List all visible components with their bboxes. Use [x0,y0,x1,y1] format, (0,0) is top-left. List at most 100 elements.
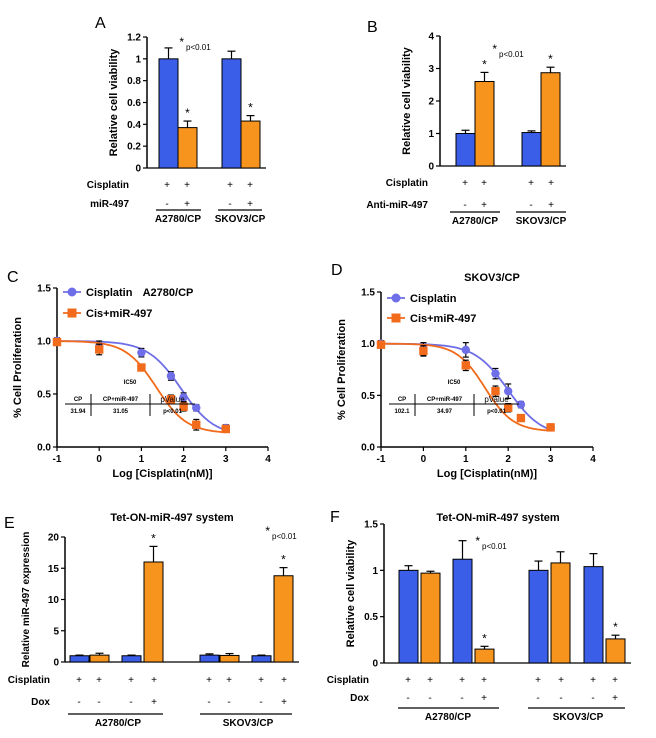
y-axis-label: Relative cell viability [108,48,120,156]
condition-label: Dox [350,693,369,704]
y-tick-label: 15 [48,564,60,575]
condition-sign: + [151,697,157,708]
x-tick-label: 3 [223,454,229,465]
condition-sign: + [96,675,102,686]
condition-sign: - [97,697,100,708]
y-tick-label: 0.2 [127,142,141,153]
data-point [461,361,470,370]
x-axis-label: Log [Cisplatin(nM)] [437,468,538,480]
panel-label-E: E [4,515,15,532]
data-point [516,413,526,423]
condition-sign: - [77,697,80,708]
y-axis-label: % Cell Proliferation [12,317,24,418]
bar [143,561,164,663]
condition-label: Cisplatin [8,675,50,686]
ic50-value: p<0.01 [163,409,183,415]
y-axis-label: Relative miR-497 expression [21,532,32,668]
p-value-label: p<0.01 [499,50,524,59]
significance-star: * [185,106,190,120]
significance-star: * [613,620,618,634]
bar [583,566,604,664]
condition-sign: + [405,675,411,686]
chart-title: Tet-ON-miR-497 system [436,512,559,524]
data-point [137,363,146,372]
condition-sign: - [536,693,539,704]
bar [251,655,272,663]
ic50-title: IC50 [124,380,137,386]
legend-label: Cis+miR-497 [86,308,152,320]
condition-sign: - [591,693,594,704]
y-axis-label: Relative cell viability [401,46,413,154]
condition-sign: - [227,697,230,708]
ic50-header: pValue [160,395,185,404]
significance-star: * [492,42,497,56]
condition-label: Cisplatin [327,675,369,686]
data-point [137,348,146,357]
condition-label: Dox [31,697,50,708]
y-tick-label: 1 [135,54,141,65]
y-tick-label: 3 [428,64,434,75]
x-tick-label: 0 [96,454,102,465]
legend-label: Cisplatin [86,287,133,299]
group-label: SKOV3/CP [215,214,266,225]
significance-star: * [475,534,480,548]
legend-marker [67,287,77,297]
panel-label-F: F [330,509,340,526]
ic50-header: CP [398,397,406,403]
bar [420,572,441,664]
data-point [179,402,188,411]
condition-sign: - [428,693,431,704]
condition-sign: + [184,180,190,191]
bar [121,655,142,663]
data-point [166,395,176,404]
y-axis-label: Relative cell viability [345,539,357,647]
condition-sign: + [226,675,232,686]
bar [474,81,495,167]
bar [540,72,561,167]
condition-sign: + [258,675,264,686]
data-point [166,371,176,381]
ic50-value: 102.1 [394,409,410,415]
significance-star: * [248,101,253,115]
y-tick-label: 1.0 [37,337,51,348]
data-point [419,346,428,356]
bar [89,654,110,663]
x-tick-label: -1 [377,454,386,465]
p-value-label: p<0.01 [186,43,211,52]
p-value-label: p<0.01 [482,542,507,551]
condition-sign: + [76,675,82,686]
condition-sign: + [227,180,233,191]
y-tick-label: 1 [428,129,434,140]
y-tick-label: 0.4 [127,120,141,131]
condition-sign: + [206,675,212,686]
group-label: A2780/CP [95,718,141,729]
condition-sign: + [481,693,487,704]
x-tick-label: 4 [590,454,596,465]
condition-sign: + [462,178,468,189]
y-tick-label: 0.5 [37,390,51,401]
bar [398,569,419,664]
significance-star: * [482,57,487,71]
data-point [504,387,513,396]
group-label: A2780/CP [155,214,201,225]
group-label: A2780/CP [452,216,498,227]
y-tick-label: 0.6 [127,98,141,109]
condition-label: miR-497 [90,199,129,210]
y-tick-label: 1.2 [127,33,141,44]
group-label: SKOV3/CP [516,216,567,227]
condition-label: Cisplatin [87,180,129,191]
chart-title: SKOV3/CP [464,272,520,284]
y-tick-label: 0 [428,162,434,173]
condition-sign: + [427,675,433,686]
bar [158,58,179,169]
data-point [546,423,555,432]
bar [605,638,626,664]
condition-sign: + [247,180,253,191]
group-label: A2780/CP [425,712,471,723]
significance-star: * [281,553,286,567]
condition-sign: + [481,200,487,211]
bar [219,654,240,663]
y-tick-label: 0 [135,164,141,175]
x-tick-label: 3 [548,454,554,465]
data-point [491,369,500,378]
